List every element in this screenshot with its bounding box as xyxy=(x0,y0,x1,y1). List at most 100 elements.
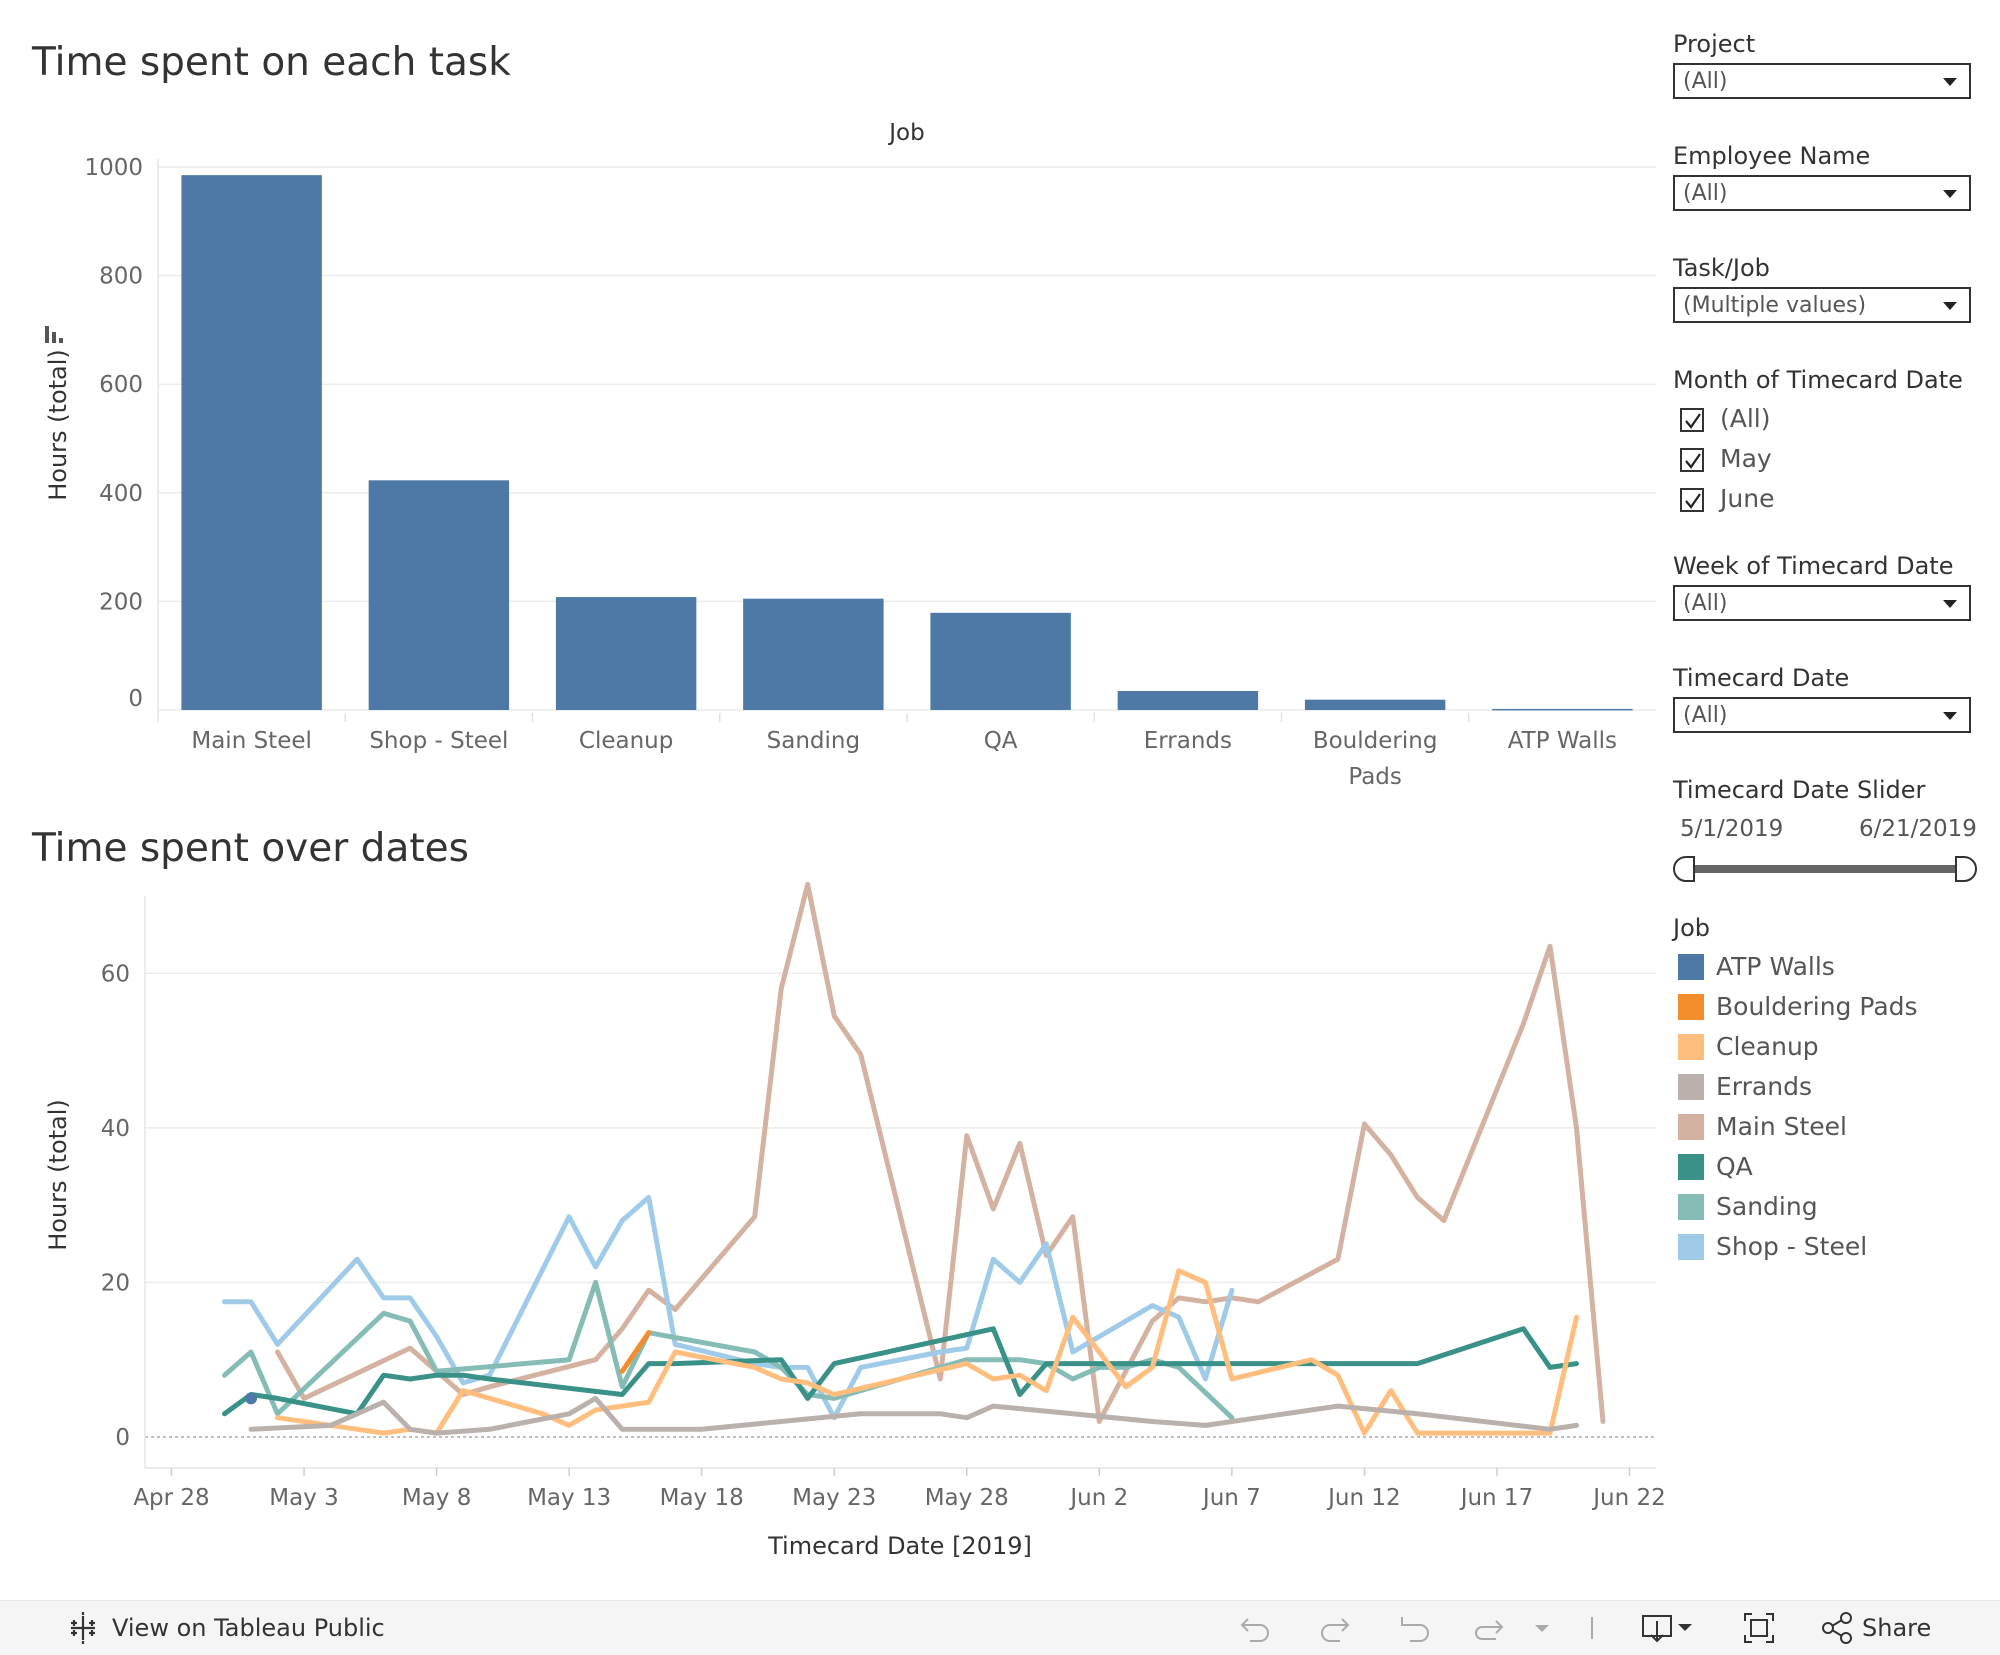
line-chart-grid xyxy=(144,896,1656,1469)
bar-chart-title: Time spent on each task xyxy=(32,40,511,85)
x-tick-label: Jun 17 xyxy=(1459,1485,1534,1511)
legend-swatch xyxy=(1678,1114,1704,1140)
project-dropdown-value: (All) xyxy=(1683,69,1728,94)
slider-start-value: 5/1/2019 xyxy=(1680,816,1784,842)
slider-end-handle[interactable] xyxy=(1955,856,1977,882)
legend-label: Shop - Steel xyxy=(1716,1232,1868,1261)
x-tick-label: May 28 xyxy=(925,1485,1009,1511)
line-chart-x-axis-label: Timecard Date [2019] xyxy=(767,1532,1032,1560)
bar[interactable] xyxy=(555,597,697,710)
bar[interactable] xyxy=(930,612,1071,710)
task-dropdown-value: (Multiple values) xyxy=(1683,293,1867,318)
legend-label: Cleanup xyxy=(1716,1032,1819,1061)
undo-button[interactable] xyxy=(1238,1601,1272,1655)
task-dropdown[interactable]: (Multiple values) xyxy=(1673,287,1971,323)
refresh-icon xyxy=(1475,1620,1504,1640)
redo-button[interactable] xyxy=(1318,1601,1352,1655)
view-on-tableau-public-link[interactable]: View on Tableau Public xyxy=(66,1601,385,1655)
legend-swatch xyxy=(1678,994,1704,1020)
slider-end-value: 6/21/2019 xyxy=(1859,816,1977,842)
legend-swatch xyxy=(1678,1194,1704,1220)
bar[interactable] xyxy=(1117,690,1259,710)
employee-filter-label: Employee Name xyxy=(1673,142,1871,170)
x-tick-label: ATP Walls xyxy=(1508,728,1617,754)
x-tick-label: Jun 2 xyxy=(1068,1485,1128,1511)
y-tick-label: 60 xyxy=(101,961,130,987)
revert-button[interactable] xyxy=(1398,1601,1432,1655)
checkbox-checked-icon[interactable] xyxy=(1680,408,1704,432)
x-tick-label: Jun 22 xyxy=(1591,1485,1665,1511)
bar[interactable] xyxy=(1492,708,1633,711)
month-option-label: (All) xyxy=(1720,404,1771,433)
toolbar-divider xyxy=(1590,1601,1594,1655)
bar-chart: Job 0 200 400 600 800 1000 Main Steel Shop - S… xyxy=(44,120,1656,790)
download-icon xyxy=(1642,1615,1692,1643)
employee-dropdown-value: (All) xyxy=(1683,181,1728,206)
x-tick-label: Bouldering xyxy=(1313,728,1438,754)
y-tick-label: 1000 xyxy=(84,155,143,181)
y-tick-label: 800 xyxy=(99,264,143,290)
redo-icon xyxy=(1321,1618,1350,1642)
series-line-qa[interactable] xyxy=(222,1326,1579,1417)
x-tick-label: May 3 xyxy=(269,1485,339,1511)
x-tick-label: May 8 xyxy=(402,1485,472,1511)
series-line-errands[interactable] xyxy=(248,1395,1579,1436)
chevron-down-icon xyxy=(1943,190,1957,198)
line-chart-title: Time spent over dates xyxy=(32,826,469,871)
view-on-tableau-public-label: View on Tableau Public xyxy=(112,1614,385,1642)
checkbox-checked-icon[interactable] xyxy=(1680,488,1704,512)
x-tick-label: Jun 12 xyxy=(1326,1485,1401,1511)
fullscreen-button[interactable] xyxy=(1742,1601,1776,1655)
bar[interactable] xyxy=(743,598,884,710)
chevron-down-icon xyxy=(1943,712,1957,720)
date-dropdown-value: (All) xyxy=(1683,703,1728,728)
share-icon xyxy=(1822,1612,1852,1644)
revert-icon xyxy=(1401,1617,1429,1642)
x-tick-label: Apr 28 xyxy=(133,1485,209,1511)
legend-swatch xyxy=(1678,1034,1704,1060)
date-dropdown[interactable]: (All) xyxy=(1673,697,1971,733)
legend-title: Job xyxy=(1673,914,1710,942)
series-point-atp-walls[interactable] xyxy=(245,1392,258,1405)
legend-label: Main Steel xyxy=(1716,1112,1848,1141)
chevron-down-icon xyxy=(1943,600,1957,608)
legend-label: Sanding xyxy=(1716,1192,1818,1221)
bar[interactable] xyxy=(181,175,322,710)
bar-chart-bars[interactable] xyxy=(181,175,1633,711)
pause-updates-dropdown[interactable] xyxy=(1532,1601,1552,1655)
sort-icon[interactable] xyxy=(45,326,63,343)
tableau-logo-icon xyxy=(71,1612,95,1644)
x-tick-label: Jun 7 xyxy=(1201,1485,1261,1511)
x-tick-label: Errands xyxy=(1144,728,1232,754)
date-slider[interactable] xyxy=(1672,855,1978,885)
series-line-bouldering-pads[interactable] xyxy=(619,1330,652,1374)
bar-chart-x-ticks: Main Steel Shop - Steel Cleanup Sanding QA Er… xyxy=(191,713,1617,790)
tableau-toolbar: View on Tableau Public xyxy=(0,1600,2000,1655)
y-tick-label: 400 xyxy=(99,481,143,507)
slider-track xyxy=(1686,865,1964,873)
week-dropdown-value: (All) xyxy=(1683,591,1728,616)
download-button[interactable] xyxy=(1640,1601,1696,1655)
bar[interactable] xyxy=(368,480,510,710)
series-line-shop-steel[interactable] xyxy=(222,1194,1235,1421)
slider-start-handle[interactable] xyxy=(1673,856,1695,882)
share-button[interactable]: Share xyxy=(1820,1601,1931,1655)
y-tick-label: 40 xyxy=(101,1116,130,1142)
bar[interactable] xyxy=(1304,699,1446,710)
series-line-main-steel[interactable] xyxy=(275,881,1606,1424)
x-tick-label: QA xyxy=(984,728,1018,754)
week-filter-label: Week of Timecard Date xyxy=(1673,552,1954,580)
y-tick-label: 0 xyxy=(128,686,143,712)
project-dropdown[interactable]: (All) xyxy=(1673,63,1971,99)
x-tick-label: May 23 xyxy=(792,1485,876,1511)
checkbox-checked-icon[interactable] xyxy=(1680,448,1704,472)
legend-swatch xyxy=(1678,1234,1704,1260)
y-tick-label: 200 xyxy=(99,589,143,615)
employee-dropdown[interactable]: (All) xyxy=(1673,175,1971,211)
line-chart-x-ticks: Apr 28 May 3 May 8 May 13 May 18 May 23 May 28… xyxy=(133,1468,1665,1511)
refresh-button[interactable] xyxy=(1472,1601,1506,1655)
line-chart-series[interactable] xyxy=(222,881,1606,1436)
week-dropdown[interactable]: (All) xyxy=(1673,585,1971,621)
x-tick-label: Shop - Steel xyxy=(369,728,508,754)
x-tick-label: Pads xyxy=(1348,764,1402,790)
